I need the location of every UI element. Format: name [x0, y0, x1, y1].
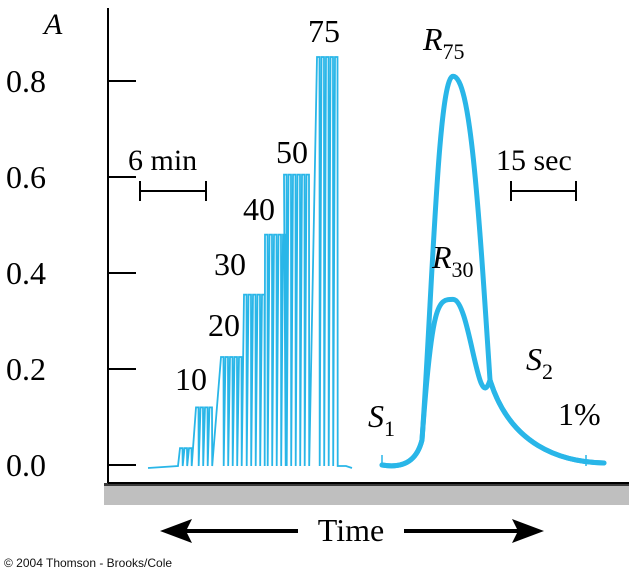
y-axis-label: A	[42, 8, 63, 41]
group-label: 10	[175, 361, 207, 397]
scale-bar-15sec-label: 15 sec	[496, 144, 572, 177]
group-label: 40	[243, 191, 275, 227]
right-panel	[379, 73, 607, 469]
y-tick-label: 0.6	[6, 159, 46, 195]
copyright-credit: © 2004 Thomson - Brooks/Cole	[4, 556, 173, 570]
group-label: 75	[308, 13, 340, 49]
group-label: 30	[214, 246, 246, 282]
scale-bar-15sec	[510, 181, 577, 201]
y-ticks: 0.0 0.2 0.4 0.6 0.8	[6, 63, 136, 483]
left-trace	[147, 56, 353, 469]
peak-r30	[379, 296, 607, 469]
baseline-shadow-dark	[104, 483, 629, 486]
label-r30: R30	[431, 239, 474, 282]
label-r75: R75	[422, 21, 465, 64]
scale-bar-6min-label: 6 min	[128, 144, 197, 177]
y-tick-label: 0.2	[6, 351, 46, 387]
y-tick-label: 0.0	[6, 447, 46, 483]
label-1pct: 1%	[558, 396, 601, 432]
y-tick-label: 0.4	[6, 255, 46, 291]
x-axis-label: Time	[318, 512, 384, 548]
label-s1: S1	[368, 398, 395, 441]
baseline-shadow	[104, 485, 629, 505]
label-s2: S2	[526, 341, 553, 384]
scale-bar-6min	[139, 181, 207, 201]
group-label: 20	[208, 307, 240, 343]
time-arrow	[160, 519, 544, 543]
y-tick-label: 0.8	[6, 63, 46, 99]
group-label: 50	[276, 134, 308, 170]
